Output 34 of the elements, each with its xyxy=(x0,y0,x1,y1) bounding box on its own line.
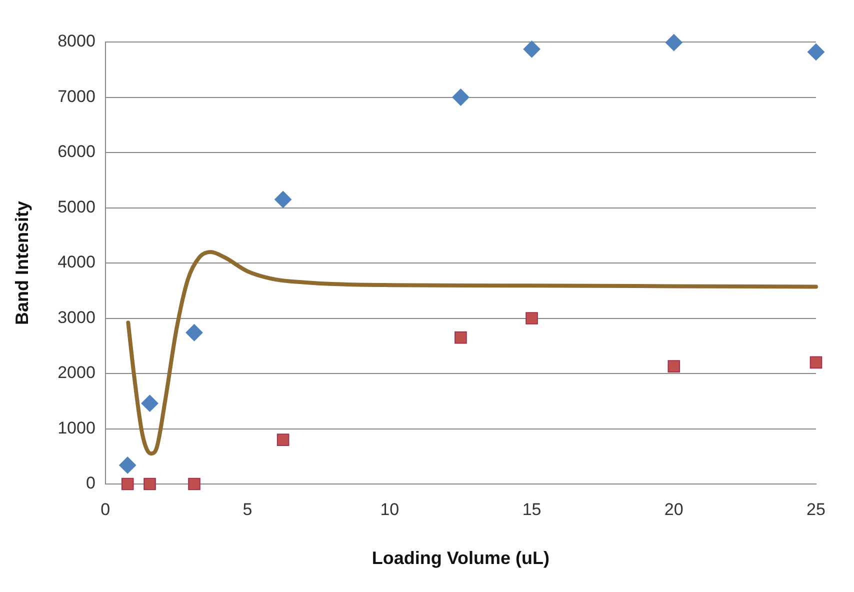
y-tick-label: 8000 xyxy=(58,32,96,51)
y-axis-title: Band Intensity xyxy=(12,200,32,326)
point xyxy=(523,40,540,58)
point xyxy=(186,324,203,342)
point xyxy=(810,356,822,369)
x-tick-label: 0 xyxy=(100,500,110,519)
y-tick-label: 2000 xyxy=(58,363,96,382)
y-tick-label: 4000 xyxy=(58,252,96,272)
x-tick-label: 25 xyxy=(806,500,826,519)
x-tick-label: 20 xyxy=(664,500,684,519)
y-tick-label: 6000 xyxy=(58,142,96,162)
y-tick-label: 3000 xyxy=(58,308,96,327)
point xyxy=(141,394,158,412)
x-axis-title: Loading Volume (uL) xyxy=(372,548,550,568)
y-tick-label: 1000 xyxy=(58,418,96,438)
point xyxy=(452,88,470,106)
point xyxy=(144,478,156,490)
y-tick-label: 0 xyxy=(86,474,96,493)
point xyxy=(188,478,200,490)
y-tick-label: 7000 xyxy=(58,86,96,106)
point xyxy=(665,34,682,52)
point xyxy=(454,331,467,344)
point xyxy=(808,43,824,60)
point xyxy=(668,360,680,372)
point xyxy=(119,456,136,474)
y-tick-label: 5000 xyxy=(58,197,96,216)
x-tick-label: 15 xyxy=(522,500,542,519)
point xyxy=(274,190,292,208)
x-tick-label: 5 xyxy=(242,500,252,519)
point xyxy=(526,312,538,324)
point xyxy=(276,434,290,446)
point xyxy=(121,478,134,490)
x-tick-label: 10 xyxy=(380,500,400,519)
line-series xyxy=(126,250,818,456)
